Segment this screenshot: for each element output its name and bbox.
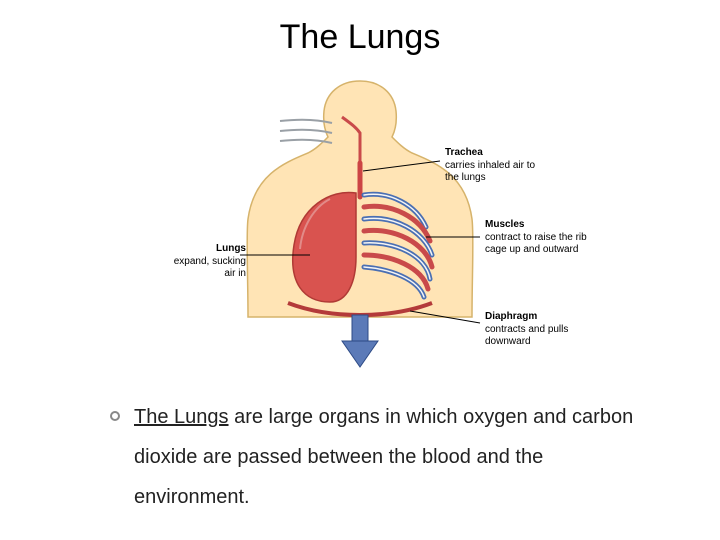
callout-muscles-title: Muscles [485,219,595,232]
bullet-icon [110,411,120,421]
callout-diaphragm-title: Diaphragm [485,311,595,324]
callout-diaphragm: Diaphragm contracts and pulls downward [485,311,595,349]
callout-trachea-title: Trachea [445,147,545,160]
callout-muscles-text: contract to raise the rib cage up and ou… [485,232,595,257]
callout-muscles: Muscles contract to raise the rib cage u… [485,219,595,257]
callout-diaphragm-text: contracts and pulls downward [485,324,595,349]
callout-lungs: Lungs expand, sucking air in [166,243,246,281]
body-lead: The Lungs [134,406,229,428]
body-paragraph: The Lungs are large organs in which oxyg… [0,387,720,517]
lungs-diagram: Trachea carries inhaled air to the lungs… [0,67,720,387]
callout-lungs-title: Lungs [166,243,246,256]
page-title: The Lungs [0,0,720,67]
callout-trachea-text: carries inhaled air to the lungs [445,160,545,185]
callout-lungs-text: expand, sucking air in [166,256,246,281]
callout-trachea: Trachea carries inhaled air to the lungs [445,147,545,185]
